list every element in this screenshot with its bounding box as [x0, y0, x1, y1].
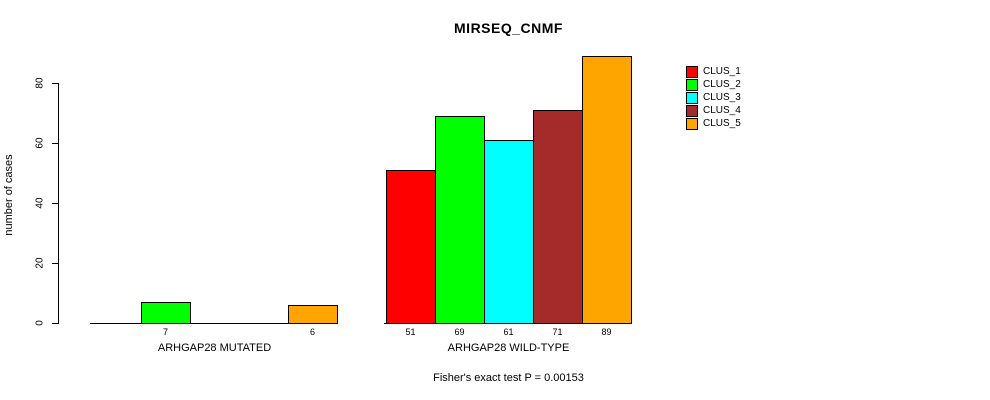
y-axis-tick	[52, 143, 58, 144]
y-axis-line	[58, 83, 59, 324]
legend-item-CLUS_1: CLUS_1	[686, 66, 741, 78]
bar-CLUS_3-wild-type	[484, 140, 534, 324]
legend-swatch-CLUS_1	[686, 66, 698, 78]
bar-CLUS_4-wild-type	[533, 110, 583, 324]
bar-value-label: 61	[503, 327, 514, 337]
group-baseline	[90, 323, 337, 324]
legend: CLUS_1 CLUS_2 CLUS_3 CLUS_4 CLUS_5	[686, 66, 741, 131]
bar-CLUS_1-wild-type	[386, 170, 436, 324]
bar-value-label: 71	[552, 327, 563, 337]
legend-item-CLUS_5: CLUS_5	[686, 118, 741, 130]
bar-value-label: 6	[309, 327, 316, 337]
category-label: ARHGAP28 MUTATED	[157, 342, 272, 354]
y-axis-tick-label: 40	[34, 197, 46, 209]
bar-CLUS_2-wild-type	[435, 116, 485, 324]
legend-label: CLUS_5	[703, 118, 741, 129]
legend-swatch-CLUS_5	[686, 118, 698, 130]
y-axis-tick-label: 60	[34, 137, 46, 149]
legend-label: CLUS_2	[703, 79, 741, 90]
bar-CLUS_5-mutated	[288, 305, 338, 324]
y-axis-title: number of cases	[3, 154, 15, 236]
y-axis-tick	[52, 263, 58, 264]
bar-CLUS_2-mutated	[141, 302, 191, 324]
legend-label: CLUS_4	[703, 105, 741, 116]
bar-CLUS_5-wild-type	[582, 56, 632, 324]
legend-label: CLUS_3	[703, 92, 741, 103]
bar-value-label: 69	[454, 327, 465, 337]
legend-swatch-CLUS_4	[686, 105, 698, 117]
bar-value-label: 51	[405, 327, 416, 337]
chart-title: MIRSEQ_CNMF	[454, 20, 563, 36]
legend-swatch-CLUS_2	[686, 79, 698, 91]
legend-item-CLUS_3: CLUS_3	[686, 92, 741, 104]
fishers-test-annotation: Fisher's exact test P = 0.00153	[433, 372, 584, 384]
y-axis-tick	[52, 83, 58, 84]
bar-value-label: 89	[601, 327, 612, 337]
y-axis-tick-label: 80	[34, 77, 46, 89]
legend-label: CLUS_1	[703, 66, 741, 77]
category-label: ARHGAP28 WILD-TYPE	[447, 342, 570, 354]
y-axis-tick-label: 20	[34, 257, 46, 269]
legend-swatch-CLUS_3	[686, 92, 698, 104]
legend-item-CLUS_4: CLUS_4	[686, 105, 741, 117]
y-axis-tick	[52, 323, 58, 324]
bar-value-label: 7	[162, 327, 169, 337]
y-axis-tick	[52, 203, 58, 204]
y-axis-tick-label: 0	[34, 320, 46, 326]
legend-item-CLUS_2: CLUS_2	[686, 79, 741, 91]
